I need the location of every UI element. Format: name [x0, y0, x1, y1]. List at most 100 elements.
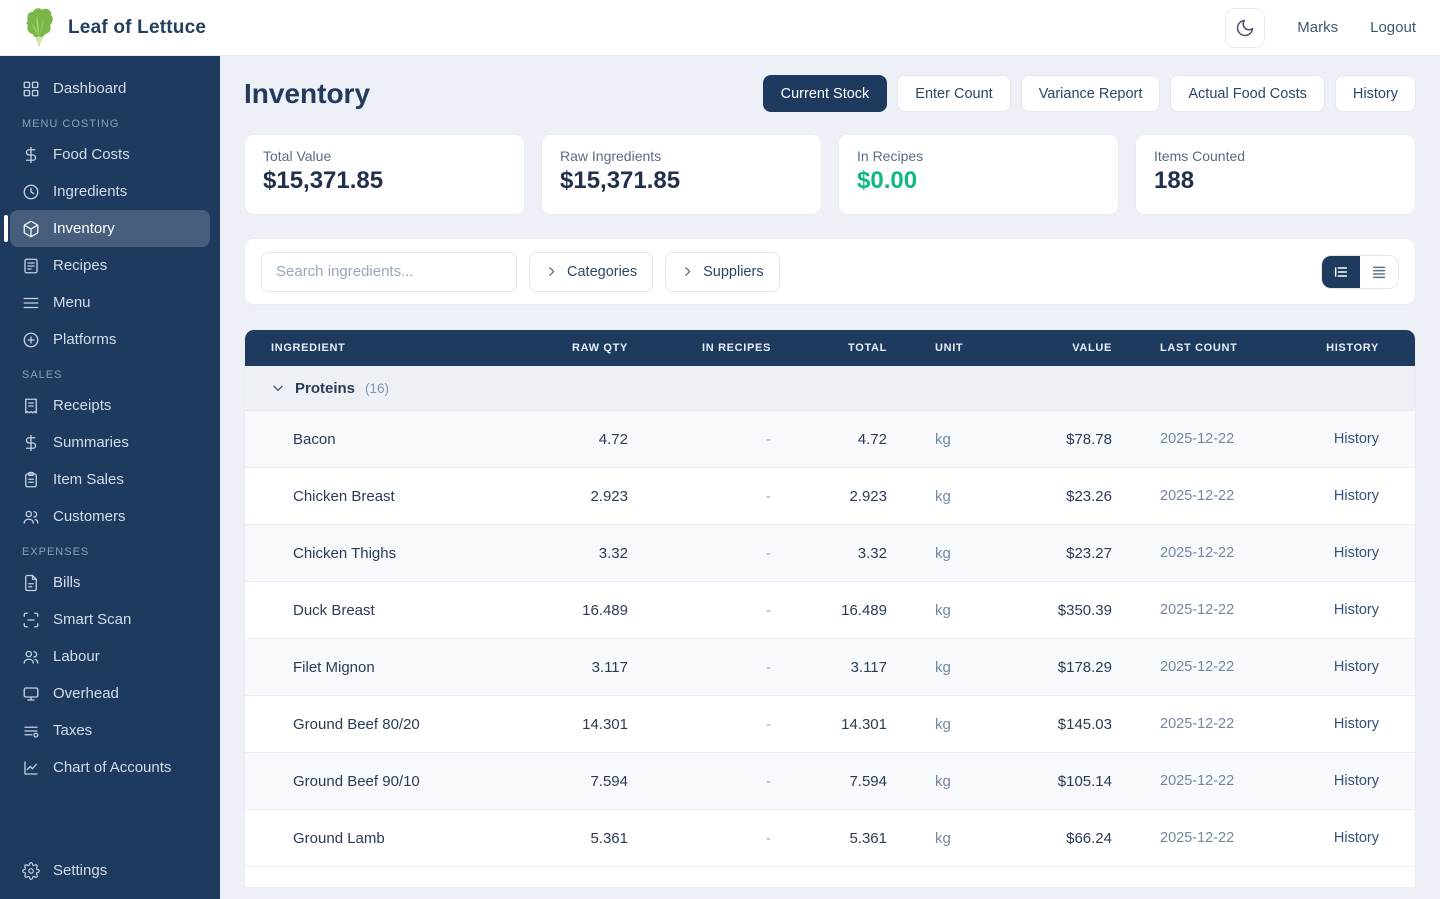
sidebar-item-chart-of-accounts[interactable]: Chart of Accounts: [10, 749, 210, 786]
ingredient-name: Chicken Thighs: [293, 544, 397, 562]
last-count-date: 2025-12-22: [1160, 773, 1235, 789]
stat-label: Items Counted: [1154, 148, 1246, 164]
total: 4.72: [857, 430, 887, 448]
row-history-link[interactable]: History: [1333, 431, 1379, 447]
row-history-link[interactable]: History: [1333, 716, 1379, 732]
grouped-list-icon: [1334, 266, 1348, 277]
raw-qty: 5.361: [590, 829, 628, 847]
categories-filter-button[interactable]: Categories: [529, 251, 654, 292]
sidebar-item-customers[interactable]: Customers: [10, 498, 210, 535]
unit: kg: [935, 829, 951, 847]
history-button[interactable]: History: [1334, 75, 1416, 112]
sidebar-item-receipts[interactable]: Receipts: [10, 387, 210, 424]
in-recipes: -: [766, 544, 771, 562]
sidebar-item-label: Bills: [53, 574, 81, 591]
value: $350.39: [1057, 601, 1112, 619]
last-count-date: 2025-12-22: [1160, 659, 1235, 675]
sidebar-item-inventory[interactable]: Inventory: [4, 210, 210, 247]
table-header-row: INGREDIENT RAW QTY IN RECIPES TOTAL UNIT…: [245, 330, 1415, 366]
marks-link[interactable]: Marks: [1297, 19, 1339, 36]
last-count-date: 2025-12-22: [1160, 431, 1235, 447]
row-history-link[interactable]: History: [1333, 488, 1379, 504]
dollar-icon: [25, 434, 37, 451]
scan-icon: [23, 612, 39, 627]
column-header-unit: UNIT: [935, 342, 964, 354]
column-header-in-recipes: IN RECIPES: [702, 342, 771, 354]
current-stock-button[interactable]: Current Stock: [762, 75, 888, 112]
table-row-bacon: Bacon 4.72 - 4.72 kg $78.78 2025-12-22 H…: [245, 411, 1415, 468]
document-icon: [25, 574, 37, 591]
total: 14.301: [841, 715, 887, 733]
actual-food-costs-button[interactable]: Actual Food Costs: [1170, 75, 1325, 112]
in-recipes: -: [766, 829, 771, 847]
suppliers-filter-button[interactable]: Suppliers: [665, 251, 780, 292]
sidebar-item-item-sales[interactable]: Item Sales: [10, 461, 210, 498]
raw-qty: 7.594: [590, 772, 628, 790]
table-row-ground-beef-80-20: Ground Beef 80/20 14.301 - 14.301 kg $14…: [245, 696, 1415, 753]
sidebar-item-smart-scan[interactable]: Smart Scan: [10, 601, 210, 638]
sidebar-item-ingredients[interactable]: Ingredients: [10, 173, 210, 210]
unit: kg: [935, 772, 951, 790]
sidebar-item-labour[interactable]: Labour: [10, 638, 210, 675]
table-row-chicken-thighs: Chicken Thighs 3.32 - 3.32 kg $23.27 202…: [245, 525, 1415, 582]
row-history-link[interactable]: History: [1333, 545, 1379, 561]
row-history-link[interactable]: History: [1333, 773, 1379, 789]
logout-link[interactable]: Logout: [1370, 19, 1416, 36]
total: 16.489: [841, 601, 887, 619]
value: $66.24: [1066, 829, 1112, 847]
column-header-history: HISTORY: [1326, 342, 1379, 354]
table-row-ground-lamb: Ground Lamb 5.361 - 5.361 kg $66.24 2025…: [245, 810, 1415, 867]
sidebar-item-label: Ingredients: [53, 183, 128, 200]
brand: Leaf of Lettuce: [24, 7, 206, 49]
sidebar-item-dashboard[interactable]: Dashboard: [10, 70, 210, 107]
stat-label: In Recipes: [857, 148, 924, 164]
brand-title: Leaf of Lettuce: [68, 16, 207, 38]
unit: kg: [935, 430, 951, 448]
in-recipes: -: [766, 772, 771, 790]
filter-toolbar: Categories Suppliers: [244, 238, 1416, 305]
sidebar-item-label: Receipts: [53, 397, 112, 414]
sidebar-item-overhead[interactable]: Overhead: [10, 675, 210, 712]
sidebar-item-label: Settings: [53, 862, 108, 879]
chevron-down-icon: [273, 385, 283, 391]
row-history-link[interactable]: History: [1333, 602, 1379, 618]
in-recipes: -: [766, 601, 771, 619]
flat-view-button[interactable]: [1360, 255, 1398, 288]
sidebar-item-menu[interactable]: Menu: [10, 284, 210, 321]
grouped-view-button[interactable]: [1322, 255, 1360, 288]
sidebar-item-platforms[interactable]: Platforms: [10, 321, 210, 358]
sidebar-section-menu-costing: MENU COSTING: [22, 118, 120, 130]
stats-row: Total Value $15,371.85 Raw Ingredients $…: [244, 134, 1416, 215]
sidebar-item-summaries[interactable]: Summaries: [10, 424, 210, 461]
raw-qty: 3.32: [598, 544, 628, 562]
variance-report-button[interactable]: Variance Report: [1020, 75, 1161, 112]
filter-label: Suppliers: [703, 263, 764, 280]
search-input[interactable]: [261, 251, 517, 292]
dark-mode-toggle-button[interactable]: [1225, 7, 1266, 48]
table-row-filet-mignon: Filet Mignon 3.117 - 3.117 kg $178.29 20…: [245, 639, 1415, 696]
stat-value: $15,371.85: [263, 167, 384, 194]
row-history-link[interactable]: History: [1333, 830, 1379, 846]
total: 3.117: [850, 658, 887, 676]
value: $23.26: [1066, 487, 1112, 505]
unit: kg: [935, 487, 951, 505]
unit: kg: [935, 715, 951, 733]
ingredient-name: Filet Mignon: [293, 658, 375, 676]
row-history-link[interactable]: History: [1333, 659, 1379, 675]
ingredient-name: Ground Beef 80/20: [293, 715, 420, 733]
enter-count-button[interactable]: Enter Count: [897, 75, 1011, 112]
sidebar-item-bills[interactable]: Bills: [10, 564, 210, 601]
sidebar-item-label: Recipes: [53, 257, 108, 274]
sidebar-section-expenses: EXPENSES: [22, 546, 90, 558]
sidebar-item-label: Smart Scan: [53, 611, 132, 628]
total: 5.361: [849, 829, 887, 847]
sidebar-item-label: Dashboard: [53, 80, 127, 97]
table-row-chicken-breast: Chicken Breast 2.923 - 2.923 kg $23.26 2…: [245, 468, 1415, 525]
sidebar-item-settings[interactable]: Settings: [10, 852, 210, 889]
sidebar-item-taxes[interactable]: Taxes: [10, 712, 210, 749]
group-row-proteins[interactable]: Proteins (16): [245, 366, 1415, 411]
ingredient-name: Ground Lamb: [293, 829, 385, 847]
sidebar-item-food-costs[interactable]: Food Costs: [10, 136, 210, 173]
sidebar-item-recipes[interactable]: Recipes: [10, 247, 210, 284]
in-recipes: -: [766, 487, 771, 505]
